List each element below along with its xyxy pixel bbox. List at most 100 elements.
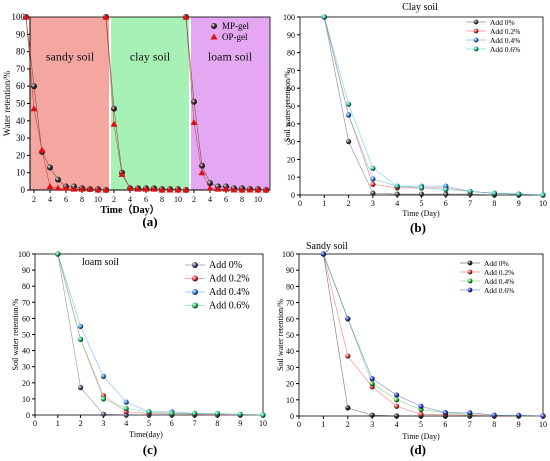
y-tick-label: 20 <box>286 380 294 389</box>
x-tick-label: 4 <box>208 195 212 204</box>
x-tick-label: 7 <box>193 419 197 428</box>
x-tick-label: 4 <box>395 420 399 429</box>
data-point <box>100 373 106 379</box>
y-tick-label: 50 <box>286 331 294 340</box>
data-point <box>345 316 351 322</box>
y-tick-label: 70 <box>287 66 295 75</box>
x-tick-label: 2 <box>347 199 351 208</box>
data-point <box>86 185 94 192</box>
data-point <box>238 186 246 193</box>
legend-label: Add 0.6% <box>209 301 250 312</box>
segment-label: clay soil <box>130 49 171 63</box>
data-point <box>55 176 61 183</box>
data-point <box>146 409 152 415</box>
x-tick-label: 1 <box>321 420 325 429</box>
legend-label: Add 0.2% <box>490 27 520 36</box>
legend-marker <box>192 302 198 309</box>
legend-marker <box>473 28 479 34</box>
legend-marker <box>210 33 218 40</box>
data-point <box>262 186 270 193</box>
x-tick-label: 2 <box>346 420 350 429</box>
y-tick-label: 100 <box>282 250 294 259</box>
x-tick-label: 0 <box>33 419 37 428</box>
x-tick-label: 0 <box>298 199 302 208</box>
data-point <box>345 353 351 359</box>
data-point <box>222 185 230 192</box>
data-point <box>199 162 205 169</box>
data-point <box>394 403 400 409</box>
data-point <box>516 191 522 197</box>
segment-background <box>190 17 270 190</box>
x-tick-label: 2 <box>32 195 36 204</box>
x-tick-label: 4 <box>395 199 399 208</box>
data-point <box>369 376 375 382</box>
data-point <box>190 119 198 126</box>
data-point <box>54 184 62 191</box>
x-tick-label: 6 <box>443 420 447 429</box>
x-tick-label: 3 <box>370 420 374 429</box>
y-axis-label: Soil water retention/% <box>11 298 20 370</box>
x-tick-label: 4 <box>128 195 132 204</box>
y-tick-label: 10 <box>22 395 30 404</box>
y-tick-label: 30 <box>286 363 294 372</box>
series-line <box>323 253 543 417</box>
legend-marker <box>473 46 479 52</box>
y-tick-label: 0 <box>291 191 295 200</box>
data-point <box>346 101 352 107</box>
legend-label: Add 0% <box>484 259 509 268</box>
data-point <box>320 251 326 257</box>
legend-label: Add 0.2% <box>484 268 514 277</box>
data-point <box>78 323 84 330</box>
data-point <box>369 381 375 387</box>
x-tick-label: 8 <box>492 199 496 208</box>
y-axis-label: Water retention/% <box>2 70 12 136</box>
data-point <box>158 186 166 193</box>
data-point <box>166 186 174 193</box>
x-tick-label: 2 <box>112 195 116 204</box>
x-tick-label: 4 <box>48 195 52 204</box>
data-point <box>110 120 118 127</box>
x-tick-label: 2 <box>79 419 83 428</box>
data-point <box>134 185 142 192</box>
data-point <box>30 105 38 112</box>
x-tick-label: 3 <box>101 419 105 428</box>
data-point <box>516 412 522 418</box>
legend-label: Add 0.2% <box>209 274 250 285</box>
x-tick-label: 10 <box>94 195 102 204</box>
series-line <box>57 253 264 416</box>
data-point <box>467 188 473 195</box>
y-tick-label: 70 <box>22 298 30 307</box>
y-tick-label: 10 <box>286 396 294 405</box>
series-line <box>57 253 263 416</box>
data-point <box>47 164 53 171</box>
y-tick-label: 30 <box>22 363 30 372</box>
y-tick-label: 20 <box>287 155 295 164</box>
y-tick-label: 40 <box>16 116 26 126</box>
y-tick-label: 60 <box>22 314 30 323</box>
x-tick-label: 9 <box>517 199 521 208</box>
legend-label: Add 0% <box>209 260 242 271</box>
y-tick-label: 100 <box>18 250 30 259</box>
x-tick-label: 10 <box>539 420 547 429</box>
data-point <box>346 112 352 118</box>
data-point <box>418 185 425 191</box>
x-tick-label: 8 <box>215 419 219 428</box>
data-point <box>78 185 86 192</box>
chart-panel-b: 0 10 20 30 40 50 60 70 80 90 100 0 1 2 3 4 5 6 7 8 9 10 Clay s… <box>283 2 547 235</box>
data-point <box>369 412 375 418</box>
y-tick-label: 20 <box>22 379 30 388</box>
x-tick-label: 10 <box>259 419 267 428</box>
y-tick-label: 80 <box>287 49 295 58</box>
data-point <box>70 185 78 192</box>
data-point <box>169 410 175 416</box>
y-tick-label: 10 <box>16 168 26 178</box>
y-tick-label: 50 <box>16 99 26 109</box>
data-point <box>191 98 197 105</box>
legend-marker <box>467 269 473 275</box>
x-axis-label: Time（Day） <box>100 203 159 216</box>
legend-marker <box>473 19 479 25</box>
y-tick-label: 50 <box>287 102 295 111</box>
y-tick-label: 10 <box>287 173 295 182</box>
data-point <box>123 399 129 405</box>
